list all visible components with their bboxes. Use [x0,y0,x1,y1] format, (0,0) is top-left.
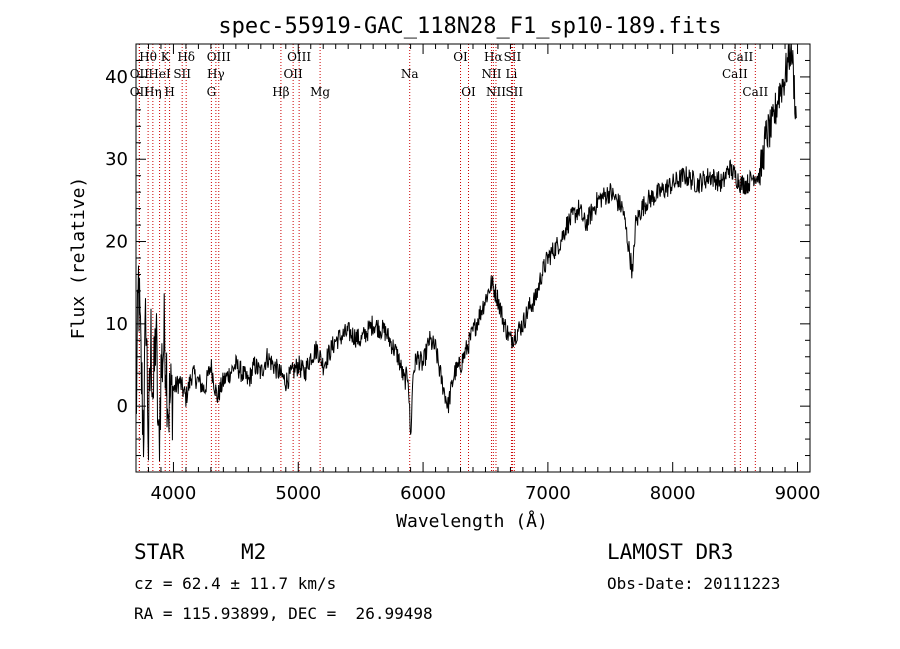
chart-title: spec-55919-GAC_118N28_F1_sp10-189.fits [218,14,721,39]
x-tick-label: 9000 [775,483,821,504]
survey-name: LAMOST DR3 [607,540,734,564]
y-tick-label: 20 [105,232,128,253]
spectral-line-label: Li [506,67,518,81]
spectral-line-label: Hθ [139,50,157,64]
x-tick-label: 6000 [400,483,446,504]
spectral-line-label: CaII [742,85,768,99]
spectral-line-label: OII [283,67,303,81]
spectral-line-label: OII [130,85,150,99]
spectral-line-label: Na [401,67,419,81]
x-tick-label: 8000 [650,483,696,504]
spectral-line-label: SII [505,85,523,99]
spectral-line-label: OI [453,50,468,64]
spectral-line-label: HeI [148,67,171,81]
spectral-line-label: SII [173,67,191,81]
axis-ticks: 4000 5000 6000 7000 8000 9000 0 10 20 30 40 [105,43,821,504]
y-tick-label: 30 [105,149,128,170]
spectral-line-label: CaII [722,67,748,81]
spectral-line-label: NII [481,67,501,81]
sky-coordinates: RA = 115.93899, DEC = 26.99498 [134,604,433,623]
x-tick-label: 7000 [525,483,571,504]
spectral-line-label: Mg [310,85,330,99]
spectral-line-label: G [207,85,217,99]
spectral-line-label: Hβ [272,85,289,99]
y-tick-label: 40 [105,67,128,88]
x-tick-label: 5000 [275,483,321,504]
spectral-line-label: SII [504,50,522,64]
plot-frame [135,43,811,473]
spectral-line-label: OIII [207,50,231,64]
object-subclass: M2 [241,540,267,564]
spectral-line-label: Hδ [177,50,195,64]
y-tick-label: 10 [105,314,128,335]
flux-series-line [135,43,797,462]
redshift-velocity: cz = 62.4 ± 11.7 km/s [134,574,337,593]
spectral-line-label: Hα [484,50,503,64]
x-axis-label: Wavelength (Å) [396,510,548,532]
y-axis-label: Flux (relative) [68,177,89,340]
observation-date: Obs-Date: 20111223 [607,574,781,593]
object-class: STAR [134,540,185,564]
spectral-line-label: H [164,85,174,99]
spectral-line-label: CaII [727,50,753,64]
x-tick-label: 4000 [151,483,197,504]
spectral-line-label: OIII [287,50,311,64]
spectral-line-label: Hγ [207,67,225,81]
spectral-line-label: OI [461,85,476,99]
spectral-line-label: NII [486,85,506,99]
spectral-line-label: Hη [144,85,162,99]
spectral-line-label: K [161,50,171,64]
y-tick-label: 0 [117,396,128,417]
